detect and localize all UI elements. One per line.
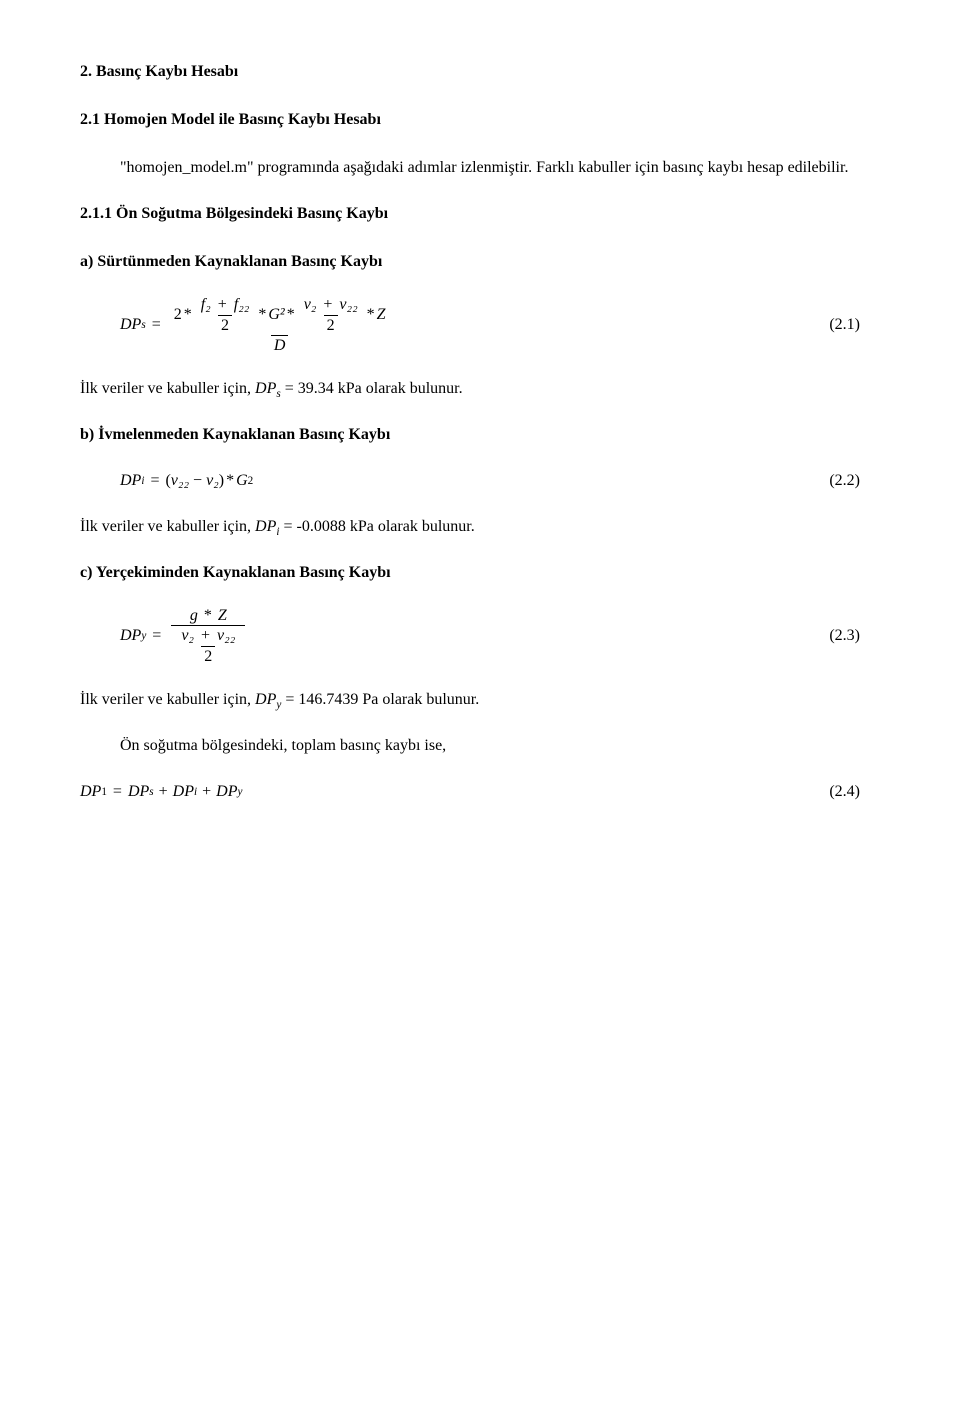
equation-2-3-body: DPy = g * Z v₂ + v₂₂ 2 [120,607,249,666]
sym-star5: * [226,469,234,493]
sym-G: G [236,469,248,493]
sym-v22b: v₂₂ [171,469,189,493]
sym-rpar: ) [219,469,224,493]
sym-v2a: v₂ [304,296,317,313]
label-a: a) Sürtünmeden Kaynaklanan Basınç Kaybı [80,250,880,274]
equation-2-1-body: DPs = 2 * f₂ + f₂₂ 2 * G² * [120,296,393,355]
frac-f: f₂ + f₂₂ 2 [198,296,253,334]
sym-star1: * [184,306,192,324]
sym-eq: = [152,313,161,337]
equation-2-2: DPi = ( v₂₂ − v₂ ) * G2 (2.2) [120,469,880,493]
sym-DP4: DP [80,780,101,804]
frac-inner-23: v₂ + v₂₂ 2 [178,627,238,665]
sym-star6: * [204,607,212,624]
frac-inner-23-den: 2 [201,646,215,666]
frac-v-den: 2 [324,315,338,335]
frac-v-num: v₂ + v₂₂ [301,296,361,315]
label-c: c) Yerçekiminden Kaynaklanan Basınç Kayb… [80,561,880,585]
sym-DP4i: DP [173,780,194,804]
frac-inner-23-num: v₂ + v₂₂ [178,627,238,646]
after-b: İlk veriler ve kabuller için, DPi = -0.0… [80,515,880,539]
frac-outer-21-num: 2 * f₂ + f₂₂ 2 * G² * v₂ + [171,296,389,335]
sym-plus-c: + [201,627,210,644]
final-para: Ön soğutma bölgesindeki, toplam basınç k… [80,734,880,758]
sym-DP3: DP [120,624,141,648]
frac-f-num: f₂ + f₂₂ [198,296,253,315]
sym-eq4: = [113,780,122,804]
equation-2-4: DP1 = DPs + DPi + DPy (2.4) [80,780,880,804]
sym-plus-f: + [218,296,227,313]
frac-outer-21: 2 * f₂ + f₂₂ 2 * G² * v₂ + [171,296,389,355]
sym-v22a: v₂₂ [339,296,357,313]
sym-DP2: DP [120,469,141,493]
after-a: İlk veriler ve kabuller için, DPs = 39.3… [80,377,880,401]
subsection-21: 2.1 Homojen Model ile Basınç Kaybı Hesab… [80,108,880,132]
sym-plus4a: + [159,780,168,804]
sym-f22: f₂₂ [234,296,250,313]
subsection-211: 2.1.1 Ön Soğutma Bölgesindeki Basınç Kay… [80,202,880,226]
sym-g: g [190,607,198,624]
label-b: b) İvmelenmeden Kaynaklanan Basınç Kaybı [80,423,880,447]
frac-outer-23-num: g * Z [187,607,230,626]
intro-paragraph: "homojen_model.m" programında aşağıdaki … [80,156,880,180]
sym-DP4y: DP [216,780,237,804]
equation-2-2-body: DPi = ( v₂₂ − v₂ ) * G2 [120,469,253,493]
equation-2-2-num: (2.2) [829,469,880,493]
sym-v22c: v₂₂ [217,627,235,644]
sym-v2c: v₂ [181,627,194,644]
sym-star3: * [287,306,295,324]
sym-Z1: Z [377,306,386,324]
equation-2-3: DPy = g * Z v₂ + v₂₂ 2 (2.3) [120,607,880,666]
sym-plus-v: + [323,296,332,313]
sym-v2b: v₂ [206,469,219,493]
sym-eq3: = [152,624,161,648]
after-c: İlk veriler ve kabuller için, DPy = 146.… [80,688,880,712]
equation-2-3-num: (2.3) [829,624,880,648]
frac-outer-23: g * Z v₂ + v₂₂ 2 [171,607,245,666]
sym-DP4s: DP [128,780,149,804]
section-title: 2. Basınç Kaybı Hesabı [80,60,880,84]
sym-plus4b: + [202,780,211,804]
sym-eq2: = [150,469,159,493]
equation-2-1-num: (2.1) [829,313,880,337]
sym-G2: G² [268,306,284,324]
sym-f2: f₂ [201,296,211,313]
frac-outer-21-den: D [271,335,289,355]
sym-Z2: Z [218,607,227,624]
equation-2-4-body: DP1 = DPs + DPi + DPy [80,780,242,804]
frac-outer-23-den: v₂ + v₂₂ 2 [171,625,245,665]
lit-2a: 2 [174,306,182,324]
frac-f-den: 2 [218,315,232,335]
equation-2-1: DPs = 2 * f₂ + f₂₂ 2 * G² * [120,296,880,355]
sym-star4: * [367,306,375,324]
sym-DP: DP [120,313,141,337]
sym-star2: * [258,306,266,324]
frac-v: v₂ + v₂₂ 2 [301,296,361,334]
equation-2-4-num: (2.4) [829,780,880,804]
sym-minus: − [193,469,202,493]
